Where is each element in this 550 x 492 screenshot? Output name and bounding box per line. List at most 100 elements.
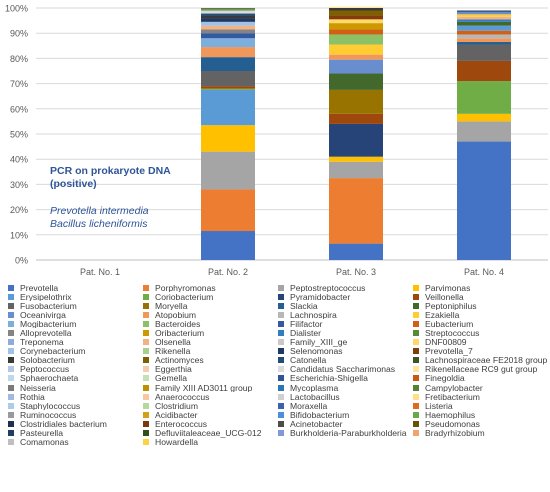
legend-item: DNF00809 xyxy=(413,338,548,347)
legend-label: Corynebacterium xyxy=(20,346,86,356)
bar-segment xyxy=(201,10,255,12)
legend-swatch xyxy=(278,339,284,346)
legend-item: Actinomyces xyxy=(143,356,278,365)
legend-item: Prevotella_7 xyxy=(413,347,548,356)
legend-item: Corynebacterium xyxy=(8,347,143,356)
legend-swatch xyxy=(143,420,149,427)
legend-label: Dialister xyxy=(290,328,322,338)
legend-label: Enterococcus xyxy=(155,419,208,429)
legend-swatch xyxy=(413,420,419,427)
legend-swatch xyxy=(143,302,149,309)
legend-label: Eggerthia xyxy=(155,364,192,374)
legend-swatch xyxy=(143,311,149,318)
legend-label: Rikenellaceae RC9 gut group xyxy=(425,364,538,374)
legend-swatch xyxy=(413,284,419,291)
legend-swatch xyxy=(8,357,14,364)
legend-swatch xyxy=(8,384,14,391)
legend-item: Lactobacillus xyxy=(278,392,413,401)
legend-swatch xyxy=(8,293,14,300)
legend-item: Alloprevotella xyxy=(8,328,143,338)
legend-label: Lachnospira xyxy=(290,310,337,320)
bar-segment xyxy=(329,59,383,74)
legend-label: Atopobium xyxy=(155,310,197,320)
legend-label: Moraxella xyxy=(290,401,328,411)
legend-item: Veillonella xyxy=(413,292,548,301)
bar-segment xyxy=(329,44,383,55)
legend-item: Mycoplasma xyxy=(278,383,413,392)
legend-item: Slackia xyxy=(278,301,413,310)
legend-item: Dialister xyxy=(278,328,413,338)
bar-segment xyxy=(457,21,511,26)
legend-swatch xyxy=(413,293,419,300)
legend-swatch xyxy=(8,366,14,373)
legend-item: Acinetobacter xyxy=(278,419,413,429)
legend-label: Howardella xyxy=(155,437,198,447)
bar-segment xyxy=(201,86,255,89)
bar-segment xyxy=(457,42,511,45)
legend-item: Gemella xyxy=(143,374,278,383)
bar-segment xyxy=(329,243,383,260)
annotation-title-line1: PCR on prokaryote DNA xyxy=(50,165,171,177)
legend-swatch xyxy=(278,320,284,327)
legend-swatch xyxy=(143,348,149,355)
legend-swatch xyxy=(413,430,419,437)
legend-swatch xyxy=(8,284,14,291)
legend-swatch xyxy=(278,357,284,364)
legend-item: Peptoniphilus xyxy=(413,301,548,310)
legend-item: Porphyromonas xyxy=(143,283,278,292)
bar-segment xyxy=(329,15,383,20)
legend-label: Pseudomonas xyxy=(425,419,480,429)
legend-label: Family_XIII_ge xyxy=(290,337,348,347)
legend-label: Pasteurella xyxy=(20,428,63,438)
y-tick-label: 30% xyxy=(10,180,28,190)
bar-segment xyxy=(201,125,255,152)
legend-label: Burkholderia-Paraburkholderia xyxy=(290,428,407,438)
legend-swatch xyxy=(8,311,14,318)
bar-segment xyxy=(201,33,255,39)
legend-swatch xyxy=(8,302,14,309)
bar-segment xyxy=(329,6,383,8)
legend-swatch xyxy=(8,439,14,446)
legend-swatch xyxy=(143,430,149,437)
legend-label: Fretibacterium xyxy=(425,392,480,402)
legend-swatch xyxy=(278,311,284,318)
legend-item: Treponema xyxy=(8,338,143,347)
legend-swatch xyxy=(143,384,149,391)
legend-label: Eubacterium xyxy=(425,319,474,329)
legend-label: Porphyromonas xyxy=(155,283,216,293)
legend-item: Ezakiella xyxy=(413,310,548,319)
legend-item: Burkholderia-Paraburkholderia xyxy=(278,429,413,438)
legend-swatch xyxy=(278,384,284,391)
legend-swatch xyxy=(8,320,14,327)
legend-swatch xyxy=(8,393,14,400)
bar-segment xyxy=(201,57,255,71)
legend-item: Candidatus Saccharimonas xyxy=(278,365,413,374)
legend-label: Bifidobacterium xyxy=(290,410,350,420)
bar-segment xyxy=(457,11,511,15)
legend-label: Listeria xyxy=(425,401,453,411)
bar-segment xyxy=(329,23,383,30)
bar-segment xyxy=(329,34,383,45)
legend-item: Coriobacterium xyxy=(143,292,278,301)
legend-label: Slackia xyxy=(290,301,318,311)
bar-segment xyxy=(457,34,511,39)
bar-segment xyxy=(457,25,511,31)
legend-item: Olsenella xyxy=(143,338,278,347)
legend-swatch xyxy=(143,284,149,291)
legend-label: Treponema xyxy=(20,337,64,347)
legend-label: Prevotella_7 xyxy=(425,346,473,356)
legend-label: Family XIII AD3011 group xyxy=(155,383,253,393)
legend-swatch xyxy=(143,393,149,400)
bar-stacks xyxy=(201,6,511,260)
legend-label: Finegoldia xyxy=(425,373,465,384)
legend-label: Solobacterium xyxy=(20,355,75,365)
legend-item: Prevotella xyxy=(8,283,143,292)
legend-label: Acinetobacter xyxy=(290,419,343,429)
legend-swatch xyxy=(8,348,14,355)
legend: Prevotella Porphyromonas Peptostreptococcu… xyxy=(8,283,548,447)
legend-item: Moraxella xyxy=(278,401,413,410)
legend-label: Clostridium xyxy=(155,401,198,411)
bar-segment xyxy=(201,8,255,10)
bar-segment xyxy=(457,141,511,260)
legend-label: Mycoplasma xyxy=(290,383,339,393)
